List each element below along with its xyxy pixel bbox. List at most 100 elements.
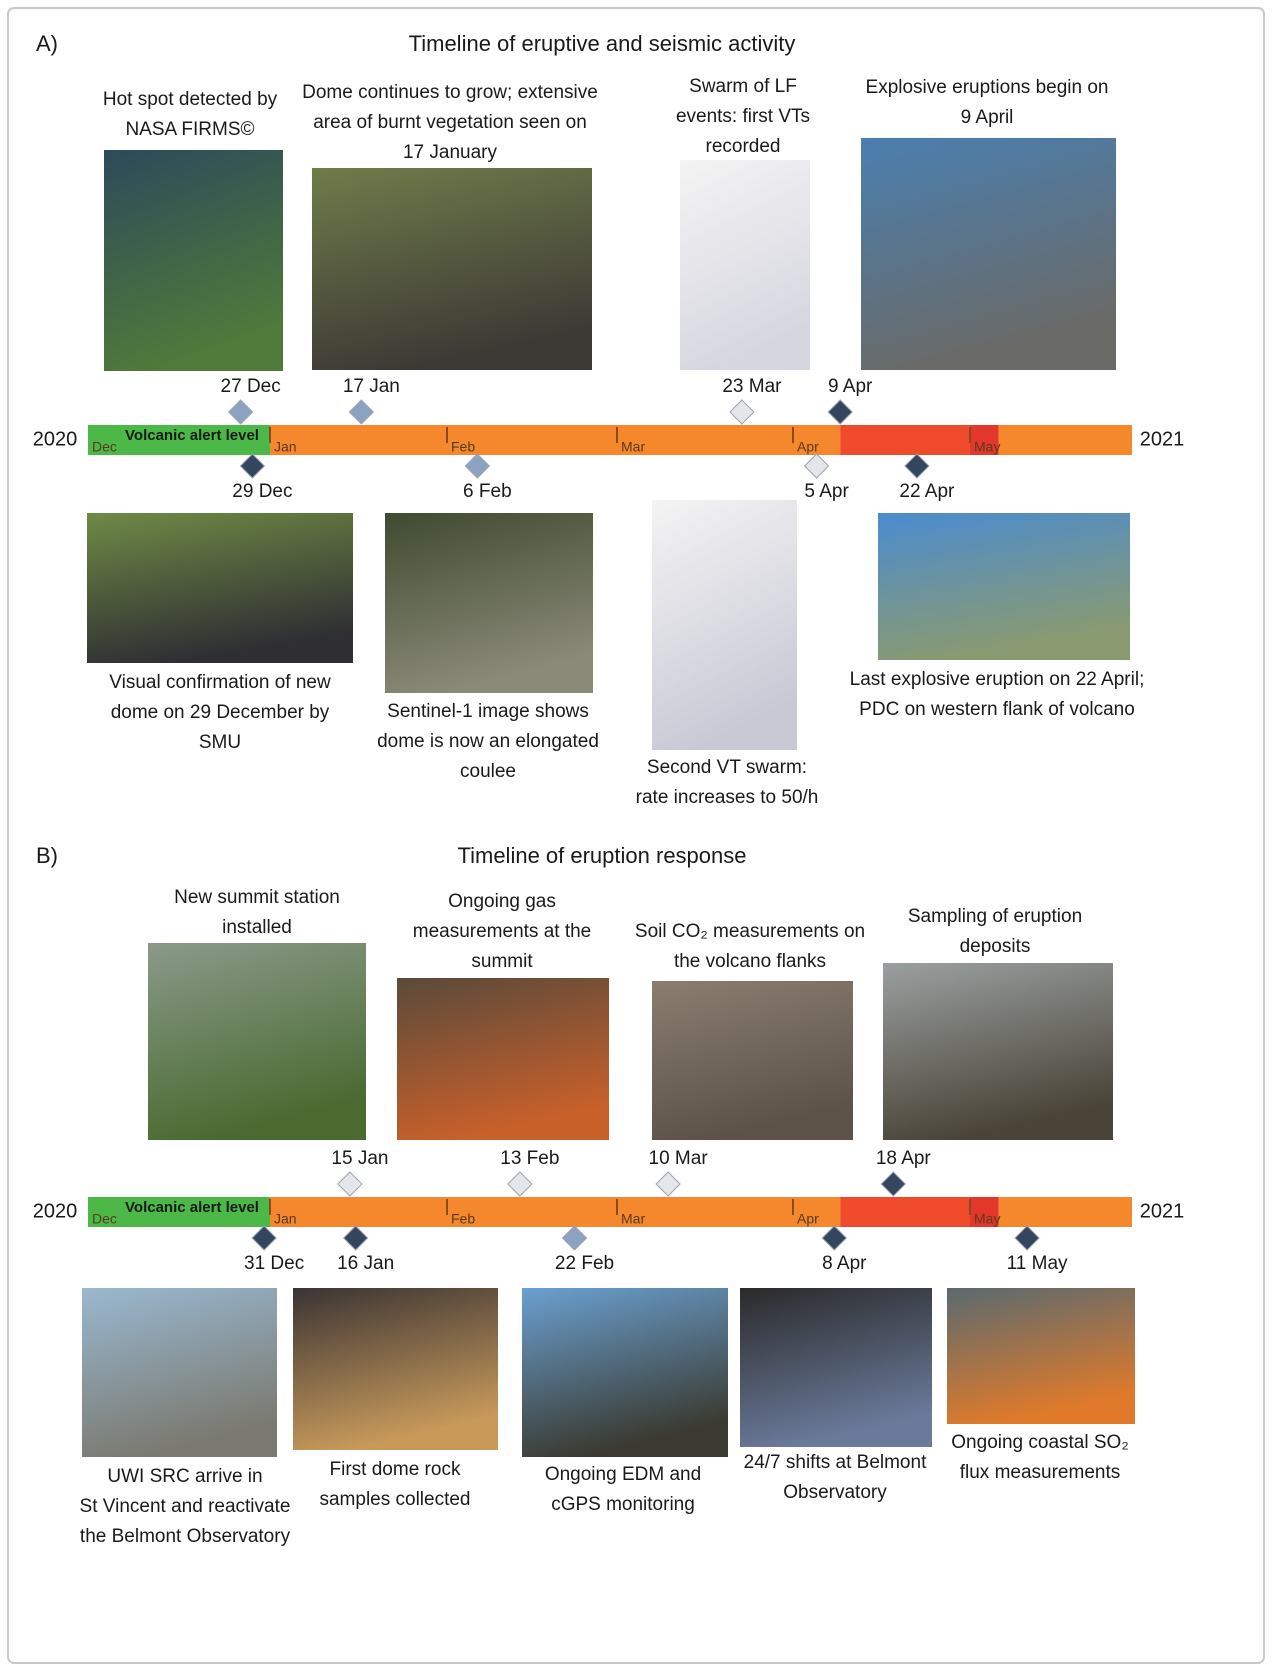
event-photo [883, 963, 1113, 1140]
month-label: Mar [621, 439, 645, 455]
event-photo [740, 1288, 932, 1447]
event-caption: Explosive eruptions begin on [866, 77, 1109, 98]
event-photo [652, 981, 853, 1140]
event-caption: Observatory [783, 1482, 887, 1503]
event-caption: Sentinel-1 image shows [387, 701, 589, 722]
month-label: Dec [92, 1211, 117, 1227]
event-photo [652, 500, 797, 750]
event-marker [240, 454, 264, 478]
alert-segment [270, 425, 840, 455]
event-photo [148, 943, 366, 1140]
event-marker [805, 454, 829, 478]
event-caption: measurements at the [413, 921, 591, 942]
event-photo [947, 1288, 1135, 1424]
event-photo [87, 513, 353, 663]
event-caption: coulee [460, 761, 516, 782]
event-date: 6 Feb [463, 481, 512, 502]
event-caption: the volcano flanks [674, 951, 826, 972]
event-date: 31 Dec [244, 1253, 304, 1274]
event-caption: New summit station [174, 887, 340, 908]
event-marker [344, 1226, 368, 1250]
month-label: May [974, 439, 1000, 455]
event-date: 29 Dec [232, 481, 292, 502]
event-date: 13 Feb [500, 1148, 559, 1169]
panel-label: B) [36, 843, 58, 868]
event-caption: UWI SRC arrive in [107, 1466, 262, 1487]
month-label: Feb [451, 439, 475, 455]
event-caption: Visual confirmation of new [109, 672, 331, 693]
event-caption: Sampling of eruption [908, 906, 1082, 927]
event-caption: Ongoing gas [448, 891, 556, 912]
event-photo [522, 1288, 728, 1457]
event-caption: installed [222, 917, 292, 938]
alert-segment [999, 425, 1132, 455]
event-caption: Last explosive eruption on 22 April; [850, 669, 1145, 690]
event-marker [822, 1226, 846, 1250]
event-photo [385, 513, 593, 693]
event-marker [905, 454, 929, 478]
month-label: Jan [274, 439, 297, 455]
event-date: 11 May [1007, 1253, 1068, 1274]
month-label: Feb [451, 1211, 475, 1227]
panel-title: Timeline of eruption response [457, 843, 746, 868]
event-caption: Ongoing coastal SO₂ [951, 1432, 1128, 1453]
event-caption: First dome rock [330, 1459, 461, 1480]
event-caption: rate increases to 50/h [636, 787, 819, 808]
event-caption: the Belmont Observatory [80, 1526, 291, 1547]
event-photo [82, 1288, 277, 1457]
event-caption: St Vincent and reactivate [80, 1496, 291, 1517]
event-caption: samples collected [319, 1489, 470, 1510]
month-label: Apr [797, 1211, 819, 1227]
alert-segment [840, 425, 970, 455]
alert-segment [999, 1197, 1132, 1227]
event-photo [397, 978, 609, 1140]
event-marker [349, 400, 373, 424]
event-marker [229, 400, 253, 424]
event-date: 22 Feb [555, 1253, 614, 1274]
event-caption: 24/7 shifts at Belmont [744, 1452, 927, 1473]
end-year: 2021 [1140, 428, 1185, 450]
event-caption: deposits [960, 936, 1031, 957]
event-photo [293, 1288, 498, 1450]
event-marker [508, 1172, 532, 1196]
event-caption: Hot spot detected by [103, 89, 278, 110]
event-photo [104, 150, 283, 371]
event-caption: summit [471, 951, 533, 972]
event-caption: Dome continues to grow; extensive [302, 82, 598, 103]
alert-label: Volcanic alert level [125, 1199, 259, 1216]
event-date: 18 Apr [876, 1148, 932, 1169]
event-marker [252, 1226, 276, 1250]
event-photo [680, 160, 810, 370]
end-year: 2021 [1140, 1200, 1185, 1222]
event-caption: Ongoing EDM and [545, 1464, 701, 1485]
event-marker [730, 400, 754, 424]
event-marker [563, 1226, 587, 1250]
panel-title: Timeline of eruptive and seismic activit… [409, 31, 796, 56]
month-label: Jan [274, 1211, 297, 1227]
event-date: 10 Mar [649, 1148, 709, 1169]
alert-label: Volcanic alert level [125, 427, 259, 444]
start-year: 2020 [33, 428, 78, 450]
event-caption: dome on 29 December by [111, 702, 330, 723]
month-label: Mar [621, 1211, 645, 1227]
event-photo [861, 138, 1116, 370]
event-marker [465, 454, 489, 478]
event-caption: cGPS monitoring [551, 1494, 695, 1515]
event-caption: 17 January [403, 142, 498, 163]
event-date: 22 Apr [899, 481, 955, 502]
event-caption: events: first VTs [676, 106, 810, 127]
event-caption: PDC on western flank of volcano [859, 699, 1135, 720]
panel-label: A) [36, 31, 58, 56]
event-photo [878, 513, 1130, 660]
event-caption: dome is now an elongated [377, 731, 599, 752]
figure: A) Timeline of eruptive and seismic activ… [0, 0, 1272, 1671]
event-marker [881, 1172, 905, 1196]
event-date: 27 Dec [221, 376, 281, 397]
event-marker [656, 1172, 680, 1196]
event-caption: area of burnt vegetation seen on [313, 112, 587, 133]
event-date: 9 Apr [828, 376, 873, 397]
event-caption: Second VT swarm: [647, 757, 807, 778]
month-label: Dec [92, 439, 117, 455]
event-caption: Swarm of LF [689, 76, 797, 97]
event-caption: 9 April [961, 107, 1014, 128]
